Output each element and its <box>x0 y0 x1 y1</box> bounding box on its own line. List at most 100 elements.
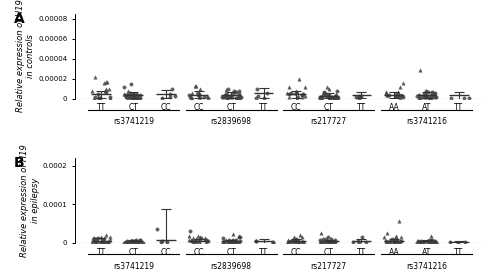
Point <box>194 93 202 97</box>
Point <box>395 219 403 224</box>
Point <box>292 89 300 94</box>
Point <box>416 68 424 73</box>
Point <box>166 92 174 97</box>
Text: rs3741219: rs3741219 <box>113 117 154 126</box>
Point <box>332 96 340 100</box>
Point <box>120 92 128 96</box>
Point <box>290 241 298 245</box>
Point <box>294 239 302 244</box>
Point <box>158 239 166 243</box>
Point <box>426 238 434 242</box>
Point <box>384 240 392 244</box>
Point <box>129 95 137 100</box>
Point <box>228 95 235 99</box>
Point <box>219 236 227 240</box>
Point <box>204 239 212 244</box>
Point <box>88 240 96 244</box>
Point <box>328 241 336 245</box>
Point <box>232 240 239 245</box>
Point <box>318 96 326 100</box>
Point <box>422 94 430 99</box>
Point <box>358 235 366 240</box>
Point <box>414 239 422 243</box>
Point <box>413 241 421 245</box>
Point <box>225 240 233 245</box>
Point <box>418 240 426 244</box>
Point <box>382 91 390 96</box>
Point <box>329 241 337 245</box>
Point <box>324 241 332 245</box>
Point <box>100 80 108 85</box>
Point <box>228 239 236 244</box>
Point <box>130 94 138 99</box>
Point <box>220 95 228 99</box>
Point <box>91 237 99 241</box>
Point <box>326 241 334 245</box>
Point <box>224 95 232 100</box>
Point <box>330 238 338 242</box>
Point <box>252 95 260 100</box>
Point <box>226 94 234 99</box>
Point <box>392 94 400 99</box>
Point <box>188 239 196 244</box>
Point <box>416 96 424 100</box>
Text: rs217727: rs217727 <box>310 262 347 270</box>
Point <box>158 96 166 100</box>
Text: A: A <box>14 12 24 26</box>
Point <box>420 241 428 245</box>
Point <box>323 238 331 242</box>
Point <box>318 231 326 235</box>
Point <box>454 240 462 245</box>
Point <box>136 96 143 100</box>
Point <box>422 89 430 93</box>
Point <box>236 234 244 238</box>
Point <box>222 96 230 100</box>
Point <box>132 92 140 96</box>
Point <box>422 94 430 98</box>
Point <box>102 87 110 91</box>
Point <box>96 96 104 100</box>
Point <box>418 95 426 99</box>
Point <box>130 240 138 245</box>
Point <box>325 87 333 91</box>
Point <box>424 93 432 98</box>
Point <box>220 94 228 99</box>
Point <box>326 240 334 244</box>
Point <box>172 94 179 99</box>
Point <box>316 240 324 245</box>
Point <box>294 94 302 98</box>
Point <box>380 235 388 239</box>
Point <box>429 241 437 245</box>
Point <box>186 93 194 97</box>
Point <box>222 93 230 97</box>
Point <box>332 92 340 96</box>
Point <box>128 92 136 97</box>
Point <box>98 235 106 239</box>
Point <box>224 87 232 91</box>
Point <box>194 234 202 238</box>
Point <box>428 90 436 94</box>
Point <box>284 238 292 242</box>
Point <box>220 94 228 98</box>
Point <box>355 241 363 245</box>
Point <box>420 93 428 97</box>
Point <box>316 96 324 100</box>
Point <box>252 86 260 91</box>
Point <box>223 91 231 96</box>
Point <box>225 238 233 242</box>
Point <box>94 236 102 240</box>
Point <box>332 96 340 100</box>
Point <box>192 237 200 242</box>
Point <box>236 239 244 244</box>
Point <box>263 91 271 95</box>
Point <box>426 96 434 100</box>
Point <box>327 239 335 243</box>
Text: rs217727: rs217727 <box>310 117 347 126</box>
Point <box>298 239 306 244</box>
Point <box>94 92 102 96</box>
Point <box>354 96 362 100</box>
Point <box>415 96 423 100</box>
Point <box>222 94 230 99</box>
Point <box>326 237 334 241</box>
Point <box>285 85 293 89</box>
